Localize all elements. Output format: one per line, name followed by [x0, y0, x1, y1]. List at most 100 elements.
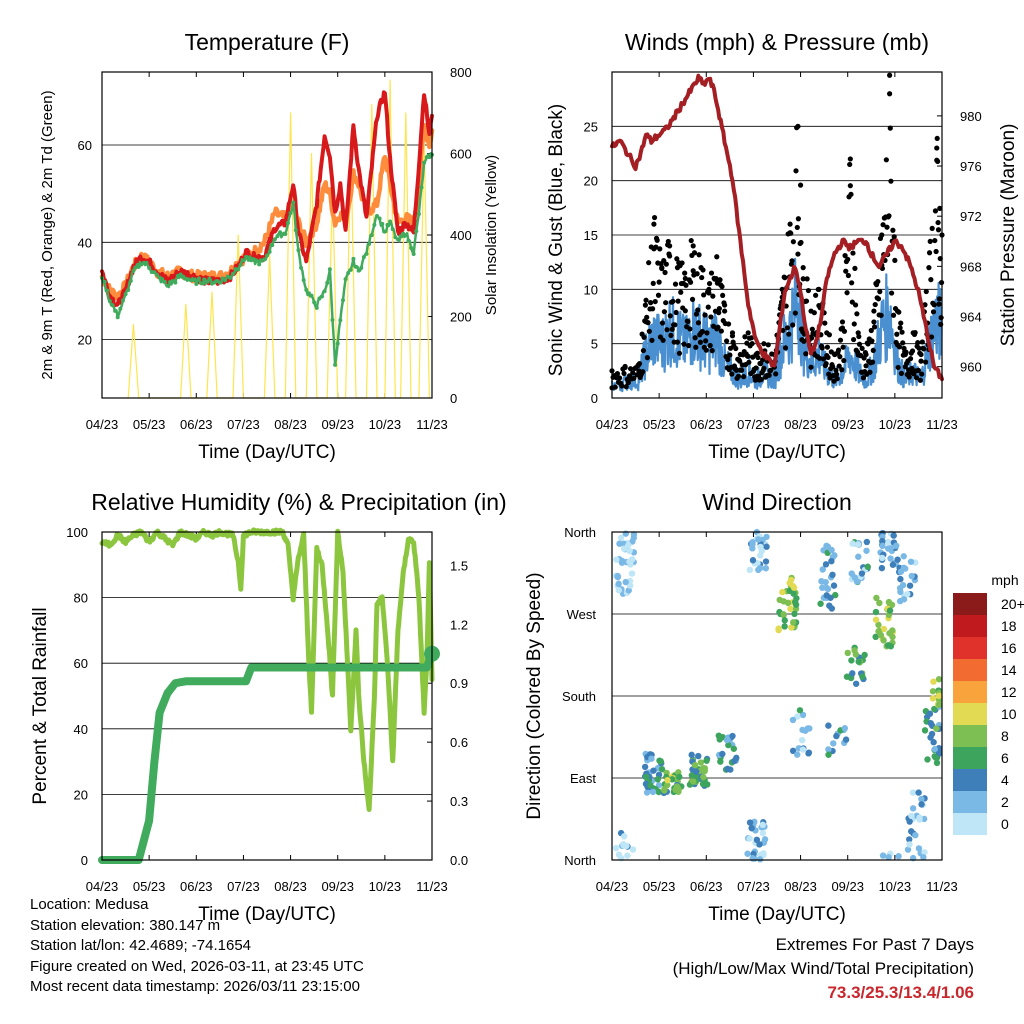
gust-point	[887, 125, 893, 131]
gust-point	[701, 292, 707, 298]
gust-point	[660, 337, 666, 343]
x-tick-label: 05/23	[643, 879, 676, 894]
legend-swatch	[953, 769, 987, 791]
wind-direction-point	[661, 786, 668, 793]
wind-direction-point	[872, 616, 880, 623]
gust-point	[793, 168, 799, 174]
gust-point	[619, 383, 625, 389]
legend-swatch	[953, 593, 987, 615]
wind-direction-point	[929, 695, 937, 702]
y-tick-label: 60	[78, 138, 92, 153]
gust-point	[888, 178, 894, 184]
plot-frame	[611, 71, 943, 399]
y2-tick-label: 980	[960, 109, 982, 124]
gust-point	[691, 250, 698, 256]
gust-point	[685, 318, 691, 325]
wind-direction-point	[849, 670, 856, 677]
wind-direction-point	[890, 532, 897, 539]
gust-point	[915, 339, 921, 346]
legend-label: 2	[1001, 794, 1009, 810]
gust-peak-point	[795, 123, 801, 129]
gust-point	[926, 250, 933, 256]
wind-direction-point	[643, 789, 651, 796]
gust-point	[641, 334, 647, 340]
gust-point	[848, 191, 854, 197]
wind-direction-point	[887, 555, 894, 562]
wind-direction-point	[647, 782, 654, 789]
gust-point	[883, 157, 889, 163]
gust-point	[682, 270, 688, 276]
gust-peak-point	[706, 286, 712, 292]
gust-peak-point	[659, 265, 665, 271]
wind-direction-point	[828, 546, 835, 554]
dewpoint-point	[118, 306, 123, 311]
wind-direction-point	[780, 611, 787, 618]
dewpoint-point	[165, 283, 170, 288]
gust-point	[871, 324, 878, 330]
gust-point	[907, 356, 914, 362]
x-tick-label: 08/23	[784, 879, 817, 894]
wind-direction-point	[907, 828, 915, 835]
wind-direction-point	[703, 757, 710, 764]
wind-direction-point	[692, 768, 700, 775]
gust-point	[719, 283, 725, 290]
wind-direction-point	[664, 776, 671, 784]
gust-point	[880, 222, 886, 228]
gust-point	[794, 224, 800, 231]
dewpoint-point	[346, 270, 351, 275]
x-tick-label: 11/23	[416, 417, 448, 432]
gust-point	[678, 289, 684, 295]
dewpoint-point	[123, 292, 128, 297]
dewpoint-point	[312, 300, 317, 305]
wind-direction-point	[798, 736, 806, 744]
y2-tick-label: 976	[960, 159, 982, 174]
gust-point	[928, 334, 935, 340]
gust-point	[928, 277, 934, 283]
gust-point	[713, 275, 719, 282]
gust-peak-point	[651, 221, 657, 227]
wind-direction-point	[628, 570, 636, 577]
y2-tick-label: 800	[450, 65, 472, 80]
wind-direction-point	[931, 746, 939, 753]
gust-point	[782, 345, 789, 351]
wind-direction-point	[620, 545, 628, 552]
wind-direction-point	[688, 751, 695, 759]
dewpoint-point	[422, 160, 427, 165]
wind-direction-point	[912, 832, 919, 839]
dewpoint-point	[267, 249, 272, 254]
dewpoint-point	[325, 280, 330, 285]
wind-direction-point	[908, 812, 915, 820]
wind-direction-point	[641, 763, 649, 771]
gust-point	[710, 293, 716, 299]
gust-point	[703, 347, 709, 353]
wind-direction-point	[804, 725, 812, 732]
x-tick-label: 11/23	[416, 879, 448, 894]
extremes-values: 73.3/25.3/13.4/1.06	[827, 983, 974, 1002]
gust-point	[717, 277, 723, 283]
y2-tick-label: 968	[960, 259, 982, 274]
dewpoint-point	[348, 267, 353, 272]
dewpoint-point	[372, 222, 377, 227]
wind-direction-point	[699, 780, 707, 788]
gust-point	[830, 364, 836, 370]
dewpoint-point	[409, 245, 414, 250]
dewpoint-point	[244, 255, 249, 260]
gust-point	[809, 326, 815, 332]
y2-tick-label: 964	[960, 310, 982, 325]
x-tick-label: 05/23	[133, 417, 166, 432]
dewpoint-point	[207, 276, 212, 281]
wind-direction-point	[626, 547, 633, 555]
gust-point	[852, 302, 859, 308]
wind-direction-point	[893, 542, 900, 549]
series-solar-insolation	[127, 79, 430, 399]
wind-direction-point	[916, 814, 923, 821]
dewpoint-point	[107, 299, 112, 304]
y-tick-label: 40	[78, 235, 92, 250]
wind-direction-point	[657, 758, 665, 765]
y2-tick-label: 972	[960, 209, 982, 224]
dewpoint-point	[204, 279, 209, 284]
gust-point	[723, 338, 730, 344]
y-axis-label: 2m & 9m T (Red, Orange) & 2m Td (Green)	[39, 90, 56, 379]
gust-point	[892, 257, 898, 263]
dewpoint-point	[335, 341, 340, 346]
